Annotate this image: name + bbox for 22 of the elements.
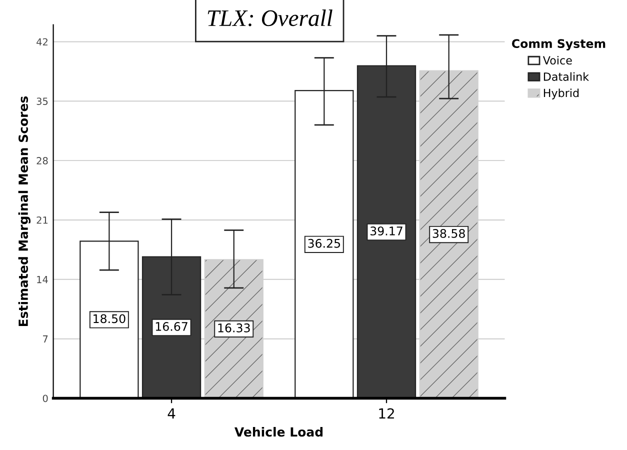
y-tick-label: 14 [37,276,48,284]
legend-label: Datalink [544,72,590,81]
data-label: 39.17 [370,226,402,236]
legend-label: Voice [542,56,572,65]
y-tick-label: 0 [42,394,48,402]
data-label: 18.50 [94,314,126,324]
y-axis-title: Estimated Marginal Mean Scores [18,96,31,326]
data-label: 16.67 [156,322,188,331]
chart-title: TLX: Overall [208,10,332,26]
legend-label: Hybrid [544,88,579,100]
y-tick-label: 21 [36,216,48,224]
data-label: 38.58 [432,229,465,238]
legend-title: Comm System [512,39,606,50]
y-tick-label: 42 [36,38,48,46]
data-label: 36.25 [308,238,340,248]
x-tick-label: 12 [379,408,394,419]
data-label: 16.33 [218,323,250,332]
x-tick-label: 4 [168,408,176,419]
y-tick-label: 28 [36,157,48,164]
x-axis-title: Vehicle Load [234,426,323,437]
y-tick-label: 35 [36,98,48,105]
y-tick-label: 7 [43,335,48,343]
